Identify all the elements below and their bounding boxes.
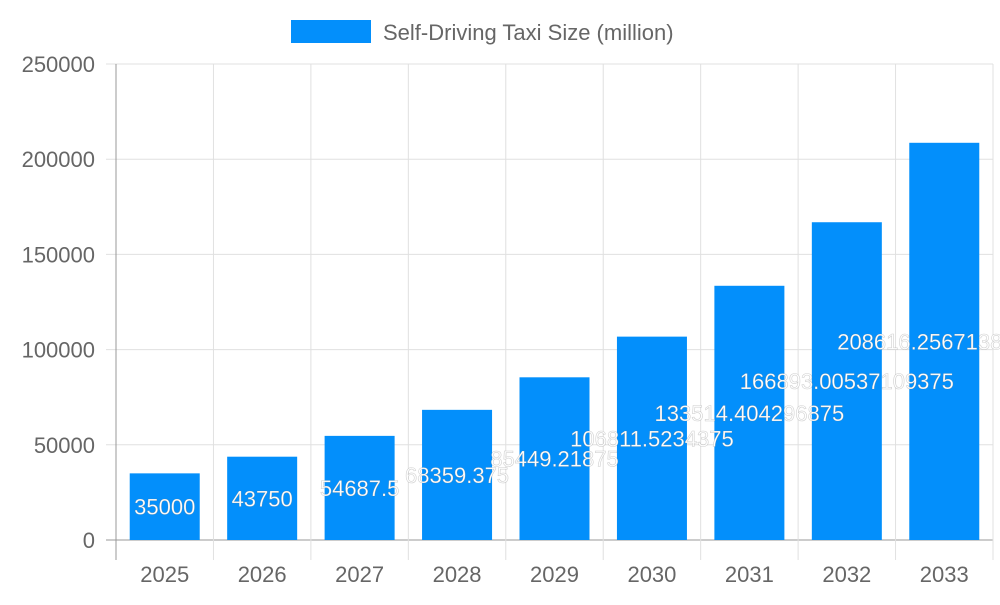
- bar: [909, 142, 980, 540]
- x-tick-label: 2029: [530, 562, 579, 587]
- bar: [519, 377, 590, 540]
- legend: Self-Driving Taxi Size (million): [291, 20, 674, 45]
- data-label: 133514.404296875: [655, 401, 845, 426]
- bar: [129, 473, 200, 540]
- y-tick-label: 200000: [22, 147, 95, 172]
- x-tick-label: 2025: [140, 562, 189, 587]
- data-label: 85449.21875: [490, 447, 618, 472]
- data-label: 208616.25671386719: [837, 329, 1000, 354]
- x-tick-label: 2028: [433, 562, 482, 587]
- bar: [227, 456, 298, 540]
- x-tick-label: 2027: [335, 562, 384, 587]
- bar: [324, 435, 395, 540]
- x-tick-label: 2030: [627, 562, 676, 587]
- y-tick-label: 100000: [22, 338, 95, 363]
- x-tick-label: 2032: [822, 562, 871, 587]
- bar: [422, 409, 493, 540]
- y-tick-label: 0: [83, 528, 95, 553]
- bar: [714, 285, 785, 540]
- data-label: 35000: [134, 495, 195, 520]
- x-tick-label: 2033: [920, 562, 969, 587]
- bar: [811, 222, 882, 540]
- y-tick-label: 250000: [22, 52, 95, 77]
- legend-swatch: [291, 20, 371, 43]
- x-tick-label: 2031: [725, 562, 774, 587]
- data-label: 43750: [232, 486, 293, 511]
- y-tick-label: 150000: [22, 242, 95, 267]
- bar: [616, 336, 687, 540]
- x-tick-label: 2026: [238, 562, 287, 587]
- legend-label: Self-Driving Taxi Size (million): [383, 20, 674, 45]
- data-label: 166893.00537109375: [740, 369, 954, 394]
- data-label: 54687.5: [320, 476, 400, 501]
- data-label: 106811.5234375: [570, 426, 734, 451]
- y-tick-label: 50000: [34, 433, 95, 458]
- data-label: 68359.375: [405, 463, 509, 488]
